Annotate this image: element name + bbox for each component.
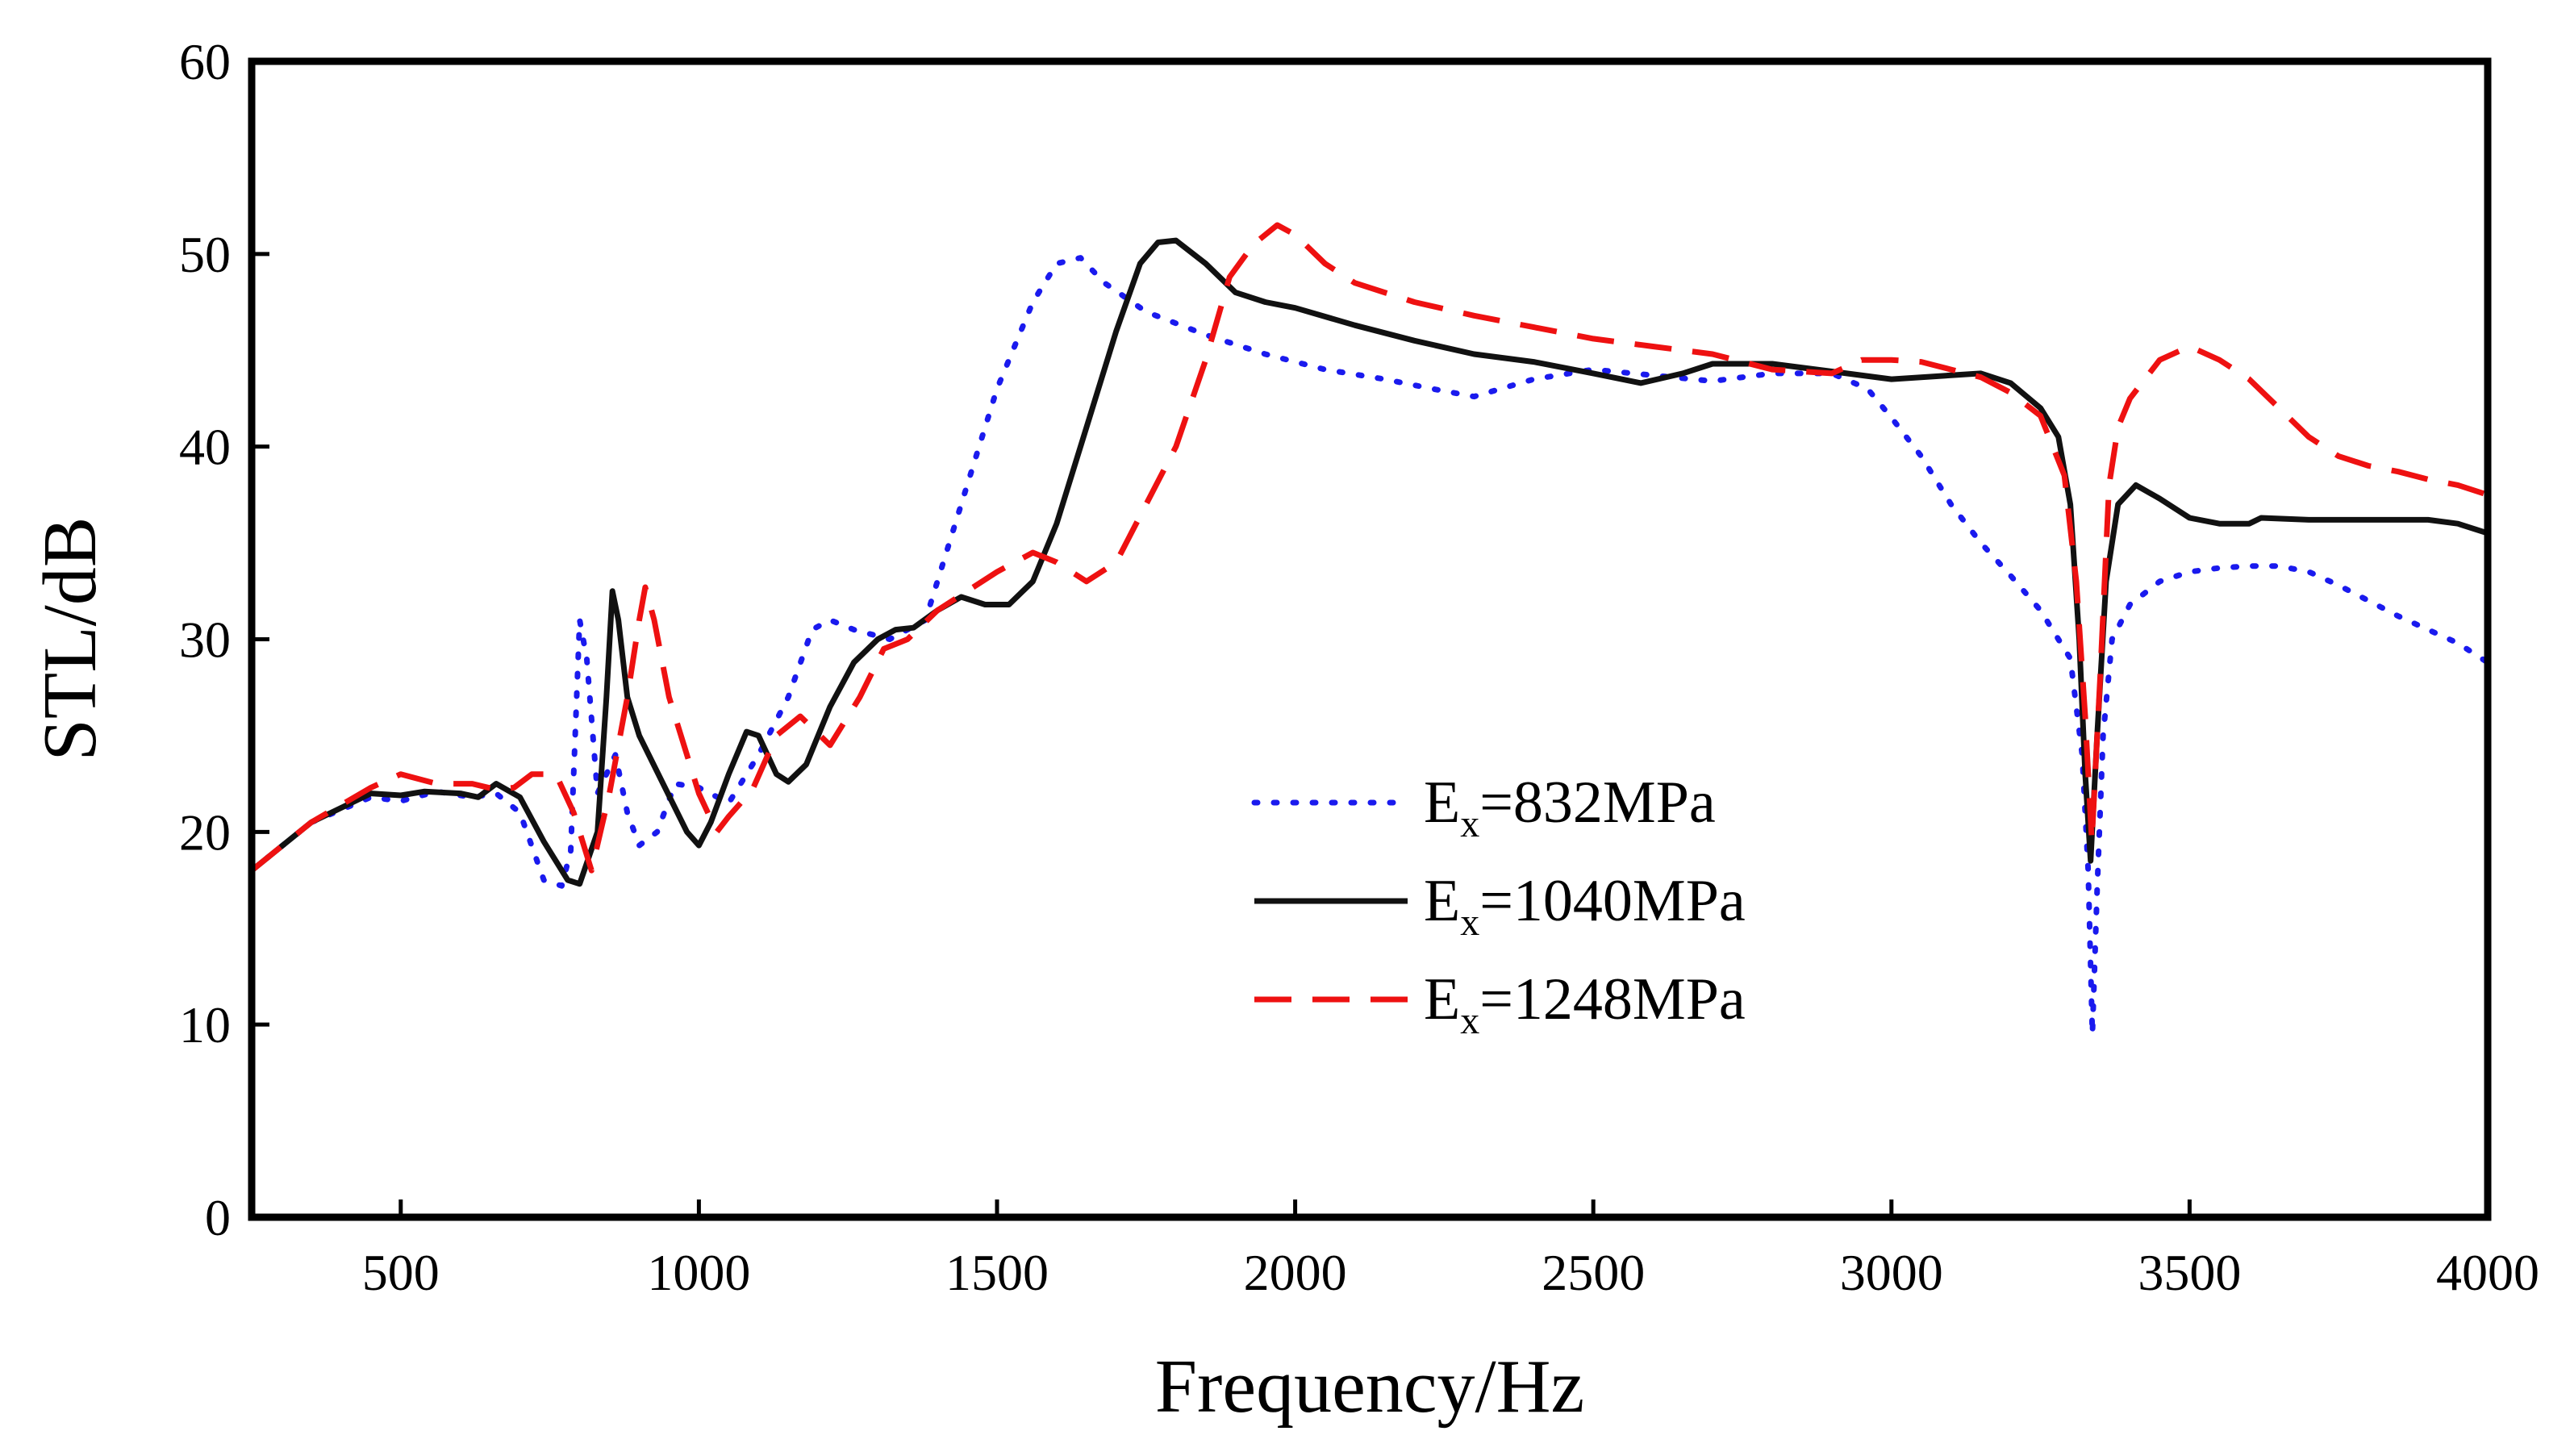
- legend: Ex=832MPa Ex=1040MPa Ex=1248MPa: [1251, 770, 1746, 1042]
- series-layer: [252, 222, 2488, 1037]
- x-tick-label: 4000: [2436, 1244, 2539, 1301]
- y-tick-label: 20: [179, 803, 231, 861]
- x-axis-title: Frequency/Hz: [1155, 1345, 1584, 1429]
- legend-label-3: Ex=1248MPa: [1424, 966, 1746, 1042]
- x-tick-label: 1500: [945, 1244, 1049, 1301]
- y-tick-label: 10: [179, 996, 231, 1053]
- legend-label-1: Ex=832MPa: [1424, 770, 1716, 845]
- y-tick-label: 60: [179, 33, 231, 90]
- legend-label-2: Ex=1040MPa: [1424, 868, 1746, 944]
- x-tick-label: 2000: [1244, 1244, 1347, 1301]
- y-axis-ticks: 0 10 20 30 40 50 60: [179, 33, 269, 1246]
- x-axis-ticks: 500 1000 1500 2000 2500 3000 3500 4000: [362, 1199, 2539, 1301]
- y-tick-label: 0: [205, 1189, 231, 1246]
- y-axis-title: STL/dB: [28, 517, 112, 761]
- x-tick-label: 3000: [1840, 1244, 1943, 1301]
- series-line-3: [252, 222, 2488, 874]
- y-tick-label: 40: [179, 419, 231, 476]
- x-tick-label: 1000: [647, 1244, 750, 1301]
- x-tick-label: 500: [362, 1244, 440, 1301]
- series-line-1: [252, 255, 2488, 1037]
- y-tick-label: 30: [179, 611, 231, 669]
- y-tick-label: 50: [179, 226, 231, 283]
- series-line-2: [252, 237, 2488, 887]
- x-tick-label: 3500: [2138, 1244, 2241, 1301]
- plot-frame: [248, 57, 2492, 1221]
- x-tick-label: 2500: [1542, 1244, 1645, 1301]
